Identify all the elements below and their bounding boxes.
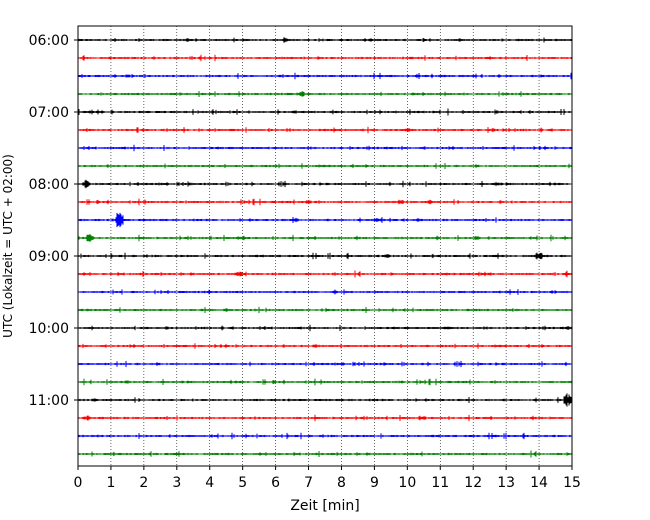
- trace-row-1045: [77, 378, 573, 386]
- trace-row-0830: [77, 212, 573, 228]
- trace-row-0815: [77, 198, 573, 206]
- trace-row-0945: [77, 306, 573, 314]
- y-tick-label: 09:00: [29, 249, 69, 265]
- x-tick-label: 13: [497, 475, 515, 491]
- y-tick-label: 11:00: [29, 393, 69, 409]
- x-tick-label: 8: [337, 475, 346, 491]
- x-tick-label: 4: [205, 475, 214, 491]
- trace-row-0845: [77, 234, 573, 242]
- trace-row-0930: [77, 289, 573, 295]
- trace-row-0715: [77, 126, 573, 134]
- trace-row-1145: [77, 450, 573, 458]
- x-tick-label: 6: [271, 475, 280, 491]
- x-tick-label: 11: [431, 475, 449, 491]
- x-tick-label: 9: [370, 475, 379, 491]
- y-tick-label: 10:00: [29, 321, 69, 337]
- trace-row-0600: [77, 37, 573, 43]
- x-tick-label: 1: [106, 475, 115, 491]
- x-tick-label: 5: [238, 475, 247, 491]
- x-tick-label: 10: [398, 475, 416, 491]
- trace-row-0900: [77, 252, 573, 260]
- trace-row-1115: [77, 414, 573, 422]
- x-axis-ticks: 0 1 2 3 4 5 6 7 8 9 10 11 12 13 14 15: [74, 466, 581, 491]
- x-tick-label: 2: [139, 475, 148, 491]
- y-tick-label: 07:00: [29, 105, 69, 121]
- y-axis-label: UTC (Lokalzeit = UTC + 02:00): [1, 154, 15, 338]
- plot-frame: [77, 25, 573, 467]
- trace-row-0630: [77, 72, 573, 80]
- trace-row-0800: [77, 179, 573, 189]
- trace-row-0745: [77, 163, 573, 169]
- trace-row-0730: [77, 144, 573, 152]
- y-axis-ticks: 06:00 07:00 08:00 09:00 10:00 11:00: [29, 33, 78, 409]
- trace-row-0915: [77, 270, 573, 278]
- x-tick-label: 7: [304, 475, 313, 491]
- x-axis-label: Zeit [min]: [290, 498, 359, 514]
- x-tick-label: 14: [530, 475, 548, 491]
- x-tick-label: 3: [172, 475, 181, 491]
- minute-gridlines: [110, 26, 540, 466]
- trace-row-1130: [77, 432, 573, 440]
- x-tick-label: 0: [74, 475, 83, 491]
- trace-row-0615: [77, 54, 573, 62]
- x-tick-label: 15: [563, 475, 581, 491]
- trace-row-0645: [77, 91, 573, 97]
- trace-row-0700: [77, 108, 573, 116]
- trace-row-1015: [77, 343, 573, 349]
- seismogram-traces: [77, 37, 573, 458]
- y-tick-label: 08:00: [29, 177, 69, 193]
- y-tick-label: 06:00: [29, 33, 69, 49]
- trace-row-1030: [77, 360, 573, 368]
- x-tick-label: 12: [464, 475, 482, 491]
- trace-row-1100: [77, 393, 573, 407]
- trace-row-1000: [77, 324, 573, 332]
